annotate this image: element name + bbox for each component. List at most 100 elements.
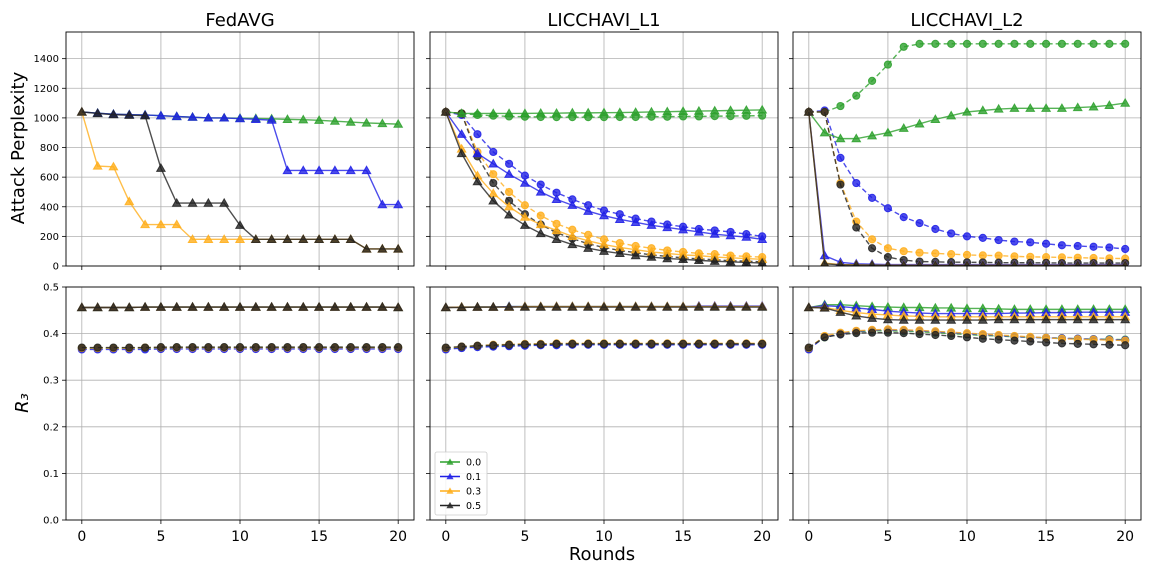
data-point — [504, 209, 515, 219]
data-point — [187, 234, 198, 243]
data-point — [1120, 314, 1131, 324]
data-point — [93, 343, 102, 352]
data-point — [584, 339, 593, 348]
data-point — [299, 343, 308, 352]
data-point — [710, 339, 719, 348]
data-point — [994, 235, 1003, 245]
data-point — [1072, 314, 1083, 324]
data-point — [1073, 241, 1082, 251]
data-point — [867, 235, 877, 244]
legend-box — [434, 451, 488, 516]
data-point — [519, 108, 530, 118]
series-line-0.5-dashed — [445, 343, 763, 349]
data-point — [977, 105, 988, 115]
series-line-0.1-dashed — [445, 111, 763, 238]
data-point — [1088, 101, 1099, 111]
data-point — [1041, 314, 1052, 324]
data-point — [993, 103, 1004, 113]
data-point — [1105, 340, 1114, 349]
panel-6: 0 5 10 15 20 — [789, 286, 1142, 545]
data-point — [457, 342, 466, 351]
data-point — [804, 343, 813, 352]
data-point — [583, 205, 594, 215]
data-point — [898, 314, 909, 324]
data-point — [298, 114, 309, 124]
data-point — [219, 112, 230, 122]
data-point — [915, 329, 924, 339]
data-point — [488, 195, 499, 205]
data-point — [187, 301, 198, 311]
data-point — [900, 260, 908, 266]
data-point — [1074, 260, 1082, 266]
data-point — [899, 329, 908, 338]
data-point — [836, 330, 845, 339]
data-point — [614, 301, 625, 311]
data-point — [219, 234, 230, 243]
data-point — [489, 147, 498, 157]
data-point — [535, 107, 546, 117]
panel-4: 0 5 10 15 20 0.0 0.1 0.2 0.3 0.4 0.5 — [43, 283, 415, 545]
data-point — [930, 114, 941, 124]
data-point — [155, 163, 166, 172]
data-point — [978, 233, 987, 242]
data-point — [1026, 238, 1035, 247]
data-point — [203, 234, 214, 243]
y-tick-label: 200 — [40, 232, 59, 243]
y-tick-label: 800 — [40, 143, 59, 154]
axes-frame — [429, 286, 779, 521]
data-point — [899, 213, 908, 222]
data-point — [835, 306, 846, 316]
data-point — [693, 105, 704, 115]
data-point — [757, 301, 768, 311]
x-tick-label: 20 — [389, 529, 407, 545]
data-point — [488, 158, 499, 168]
data-point — [250, 234, 261, 243]
y-tick-label: 600 — [40, 173, 59, 184]
data-point — [867, 193, 877, 202]
data-point — [646, 106, 657, 116]
data-point — [1057, 339, 1067, 348]
data-point — [298, 165, 309, 175]
data-point — [678, 106, 689, 116]
data-point — [836, 180, 845, 189]
data-point — [882, 314, 893, 324]
data-point — [598, 245, 610, 255]
data-point — [220, 343, 229, 352]
series-group — [803, 299, 1131, 354]
panel-3: LICCHAVI_L2 — [789, 10, 1142, 270]
series-group — [440, 300, 768, 354]
data-point — [489, 178, 498, 188]
data-point — [678, 339, 688, 348]
x-tick-label: 15 — [310, 529, 328, 545]
data-point — [535, 219, 546, 229]
data-point — [725, 105, 736, 115]
series-line-0.0-dashed — [445, 111, 763, 118]
data-point — [504, 168, 515, 178]
data-point — [536, 340, 545, 349]
legend-swatch-marker — [446, 458, 454, 465]
data-point — [962, 232, 972, 241]
panel-title: LICCHAVI_L2 — [910, 10, 1023, 31]
data-point — [709, 228, 720, 238]
data-point — [709, 301, 720, 311]
x-tick-label: 20 — [753, 529, 771, 545]
data-point — [92, 302, 103, 312]
data-point — [899, 42, 908, 51]
data-point — [993, 314, 1004, 324]
data-point — [488, 108, 499, 118]
data-point — [504, 187, 514, 197]
data-point — [820, 258, 829, 266]
data-point — [345, 165, 356, 175]
data-point — [979, 260, 987, 266]
data-point — [1058, 260, 1066, 266]
data-point — [647, 339, 656, 348]
data-point — [155, 110, 166, 120]
data-point — [125, 343, 134, 352]
data-point — [867, 328, 877, 337]
data-point — [899, 247, 908, 256]
data-point — [819, 127, 830, 137]
data-point — [914, 118, 925, 128]
data-point — [345, 234, 356, 243]
data-point — [329, 301, 340, 311]
data-point — [567, 239, 578, 249]
